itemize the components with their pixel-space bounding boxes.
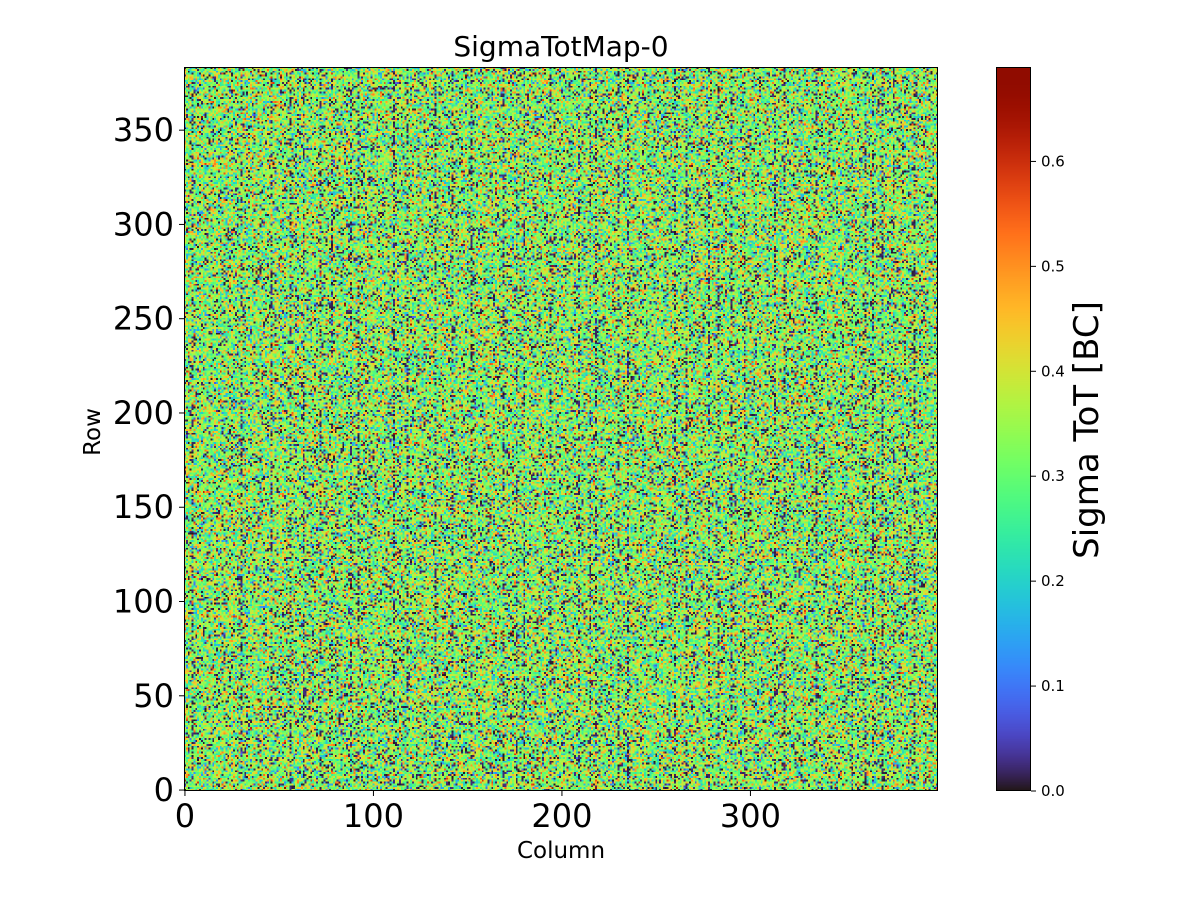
x-tick-label: 300: [720, 797, 781, 835]
y-tick-label: 250: [113, 300, 174, 338]
colorbar-tick-label: 0.2: [1041, 572, 1065, 590]
x-tick-label: 100: [343, 797, 404, 835]
y-tick-label: 150: [113, 488, 174, 526]
colorbar-label: Sigma ToT [BC]: [1067, 301, 1107, 559]
colorbar-tick-label: 0.1: [1041, 677, 1065, 695]
x-axis-label: Column: [517, 838, 605, 864]
y-tick-label: 300: [113, 205, 174, 243]
colorbar-tick-label: 0.5: [1041, 257, 1065, 275]
x-tick-label: 0: [175, 797, 195, 835]
y-axis-label: Row: [80, 408, 106, 456]
heatmap-plot: [184, 67, 938, 791]
y-tick-label: 100: [113, 583, 174, 621]
y-tick-label: 0: [154, 771, 174, 809]
x-tick-label: 200: [531, 797, 592, 835]
chart-title: SigmaTotMap-0: [453, 30, 669, 63]
colorbar: [996, 67, 1031, 791]
y-tick-label: 350: [113, 111, 174, 149]
colorbar-tick-label: 0.0: [1041, 782, 1065, 800]
y-tick-label: 50: [133, 677, 174, 715]
colorbar-tick-label: 0.6: [1041, 152, 1065, 170]
y-axis-ticks: 0 50 100 150 200 250 300 350: [113, 111, 184, 809]
y-tick-label: 200: [113, 394, 174, 432]
colorbar-tick-label: 0.4: [1041, 362, 1065, 380]
colorbar-ticks: 0.0 0.1 0.2 0.3 0.4 0.5 0.6: [1031, 152, 1065, 800]
x-axis-ticks: 0 100 200 300: [175, 791, 781, 835]
colorbar-tick-label: 0.3: [1041, 467, 1065, 485]
